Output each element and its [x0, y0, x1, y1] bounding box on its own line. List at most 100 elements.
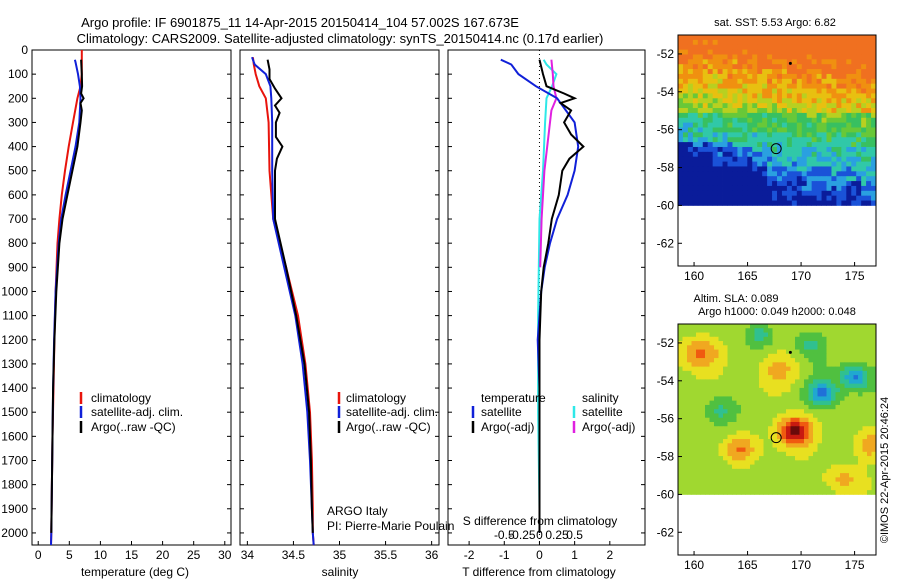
sla-cell [862, 328, 868, 333]
sla-cell [772, 490, 778, 495]
sst-cell [781, 44, 788, 51]
sla-cell [849, 383, 854, 389]
sla-cell [763, 349, 769, 355]
sla-cell [682, 481, 688, 487]
sst-cell [836, 151, 842, 158]
sla-cell [849, 328, 854, 333]
sla-cell [799, 473, 805, 478]
sla-cell [696, 396, 701, 402]
sst-cell [811, 69, 817, 75]
sla-cell [736, 345, 742, 350]
sla-cell [835, 379, 841, 385]
sla-cell [714, 417, 719, 423]
salinity-legend: climatology satellite-adj. clim. Argo(..… [337, 391, 438, 434]
sst-cell [791, 59, 798, 65]
sst-cell [851, 88, 857, 94]
sla-cell [750, 353, 755, 359]
sst-cell [678, 137, 684, 143]
sla-cell [759, 477, 764, 483]
sla-cell [759, 332, 764, 338]
sla-cell [817, 328, 823, 333]
sla-cell [799, 417, 805, 423]
sla-cell [853, 421, 859, 427]
sla-cell [723, 387, 728, 393]
sst-cell [722, 132, 728, 138]
sla-cell [759, 456, 764, 461]
temperature-x-axis: 0 5 10 15 20 25 30 [35, 541, 232, 562]
sla-cell [813, 451, 818, 457]
sla-cell [849, 417, 854, 423]
sla-cell [858, 362, 863, 368]
sst-cell [821, 108, 827, 114]
sst-cell [707, 49, 714, 55]
sst-cell [806, 117, 813, 124]
sst-cell [682, 54, 689, 60]
sst-cell [791, 127, 798, 133]
sst-cell [856, 195, 862, 201]
sst-cell [692, 103, 699, 109]
sla-cell [700, 417, 706, 423]
sst-cell [687, 137, 694, 143]
sla-cell [736, 392, 742, 397]
sla-cell [822, 392, 827, 397]
sst-cell [801, 132, 808, 138]
sla-cell [813, 456, 818, 461]
sla-cell [696, 362, 701, 368]
sla-cell [763, 366, 769, 372]
sst-cell [801, 127, 808, 133]
depth-tick-label: 0 [21, 43, 28, 57]
sst-cell [702, 190, 709, 197]
sla-cell [831, 358, 836, 363]
sla-cell [813, 387, 818, 393]
sla-cell [754, 434, 760, 440]
sst-cell [856, 83, 862, 89]
sst-cell [682, 137, 689, 143]
sst-cell [737, 88, 743, 94]
sla-cell [862, 409, 868, 414]
sst-cell [836, 108, 842, 114]
sla-cell [732, 473, 737, 478]
sst-cell [678, 166, 684, 172]
sst-cell [871, 64, 877, 70]
sla-cell [741, 477, 746, 483]
sla-cell [754, 464, 760, 470]
sst-cell [841, 83, 847, 89]
sst-cell [806, 35, 813, 41]
sla-cell [795, 468, 800, 474]
sst-cell [866, 195, 872, 201]
sst-cell [826, 98, 832, 104]
sla-cell [691, 426, 697, 431]
sla-cell [745, 353, 751, 359]
sla-cell [700, 430, 706, 436]
sst-cell [722, 59, 728, 65]
sst-cell [841, 190, 847, 197]
sla-cell [871, 387, 877, 393]
sst-cell [727, 59, 733, 65]
sla-cell [772, 456, 778, 461]
sst-cell [786, 132, 793, 138]
sla-cell [867, 430, 872, 436]
sst-cell [866, 137, 872, 143]
sst-cell [821, 93, 827, 99]
sla-cell [871, 456, 877, 461]
sla-cell [781, 485, 787, 491]
sla-cell [768, 332, 773, 338]
sst-cell [762, 117, 768, 124]
sst-cell [831, 161, 837, 167]
sla-cell [745, 366, 751, 372]
sst-cell [727, 122, 733, 128]
sla-cell [799, 481, 805, 487]
sst-cell [816, 122, 822, 128]
sst-cell [747, 200, 753, 206]
sst-cell [722, 156, 728, 162]
sla-cell [727, 370, 733, 376]
sla-cell [741, 396, 746, 402]
sla-cell [759, 421, 764, 427]
sla-cell [871, 451, 877, 457]
sla-cell [718, 473, 724, 478]
sla-cell [831, 481, 836, 487]
sla-cell [822, 358, 827, 363]
sst-cell [801, 117, 808, 124]
sst-cell [871, 142, 877, 148]
sla-cell [759, 324, 764, 329]
